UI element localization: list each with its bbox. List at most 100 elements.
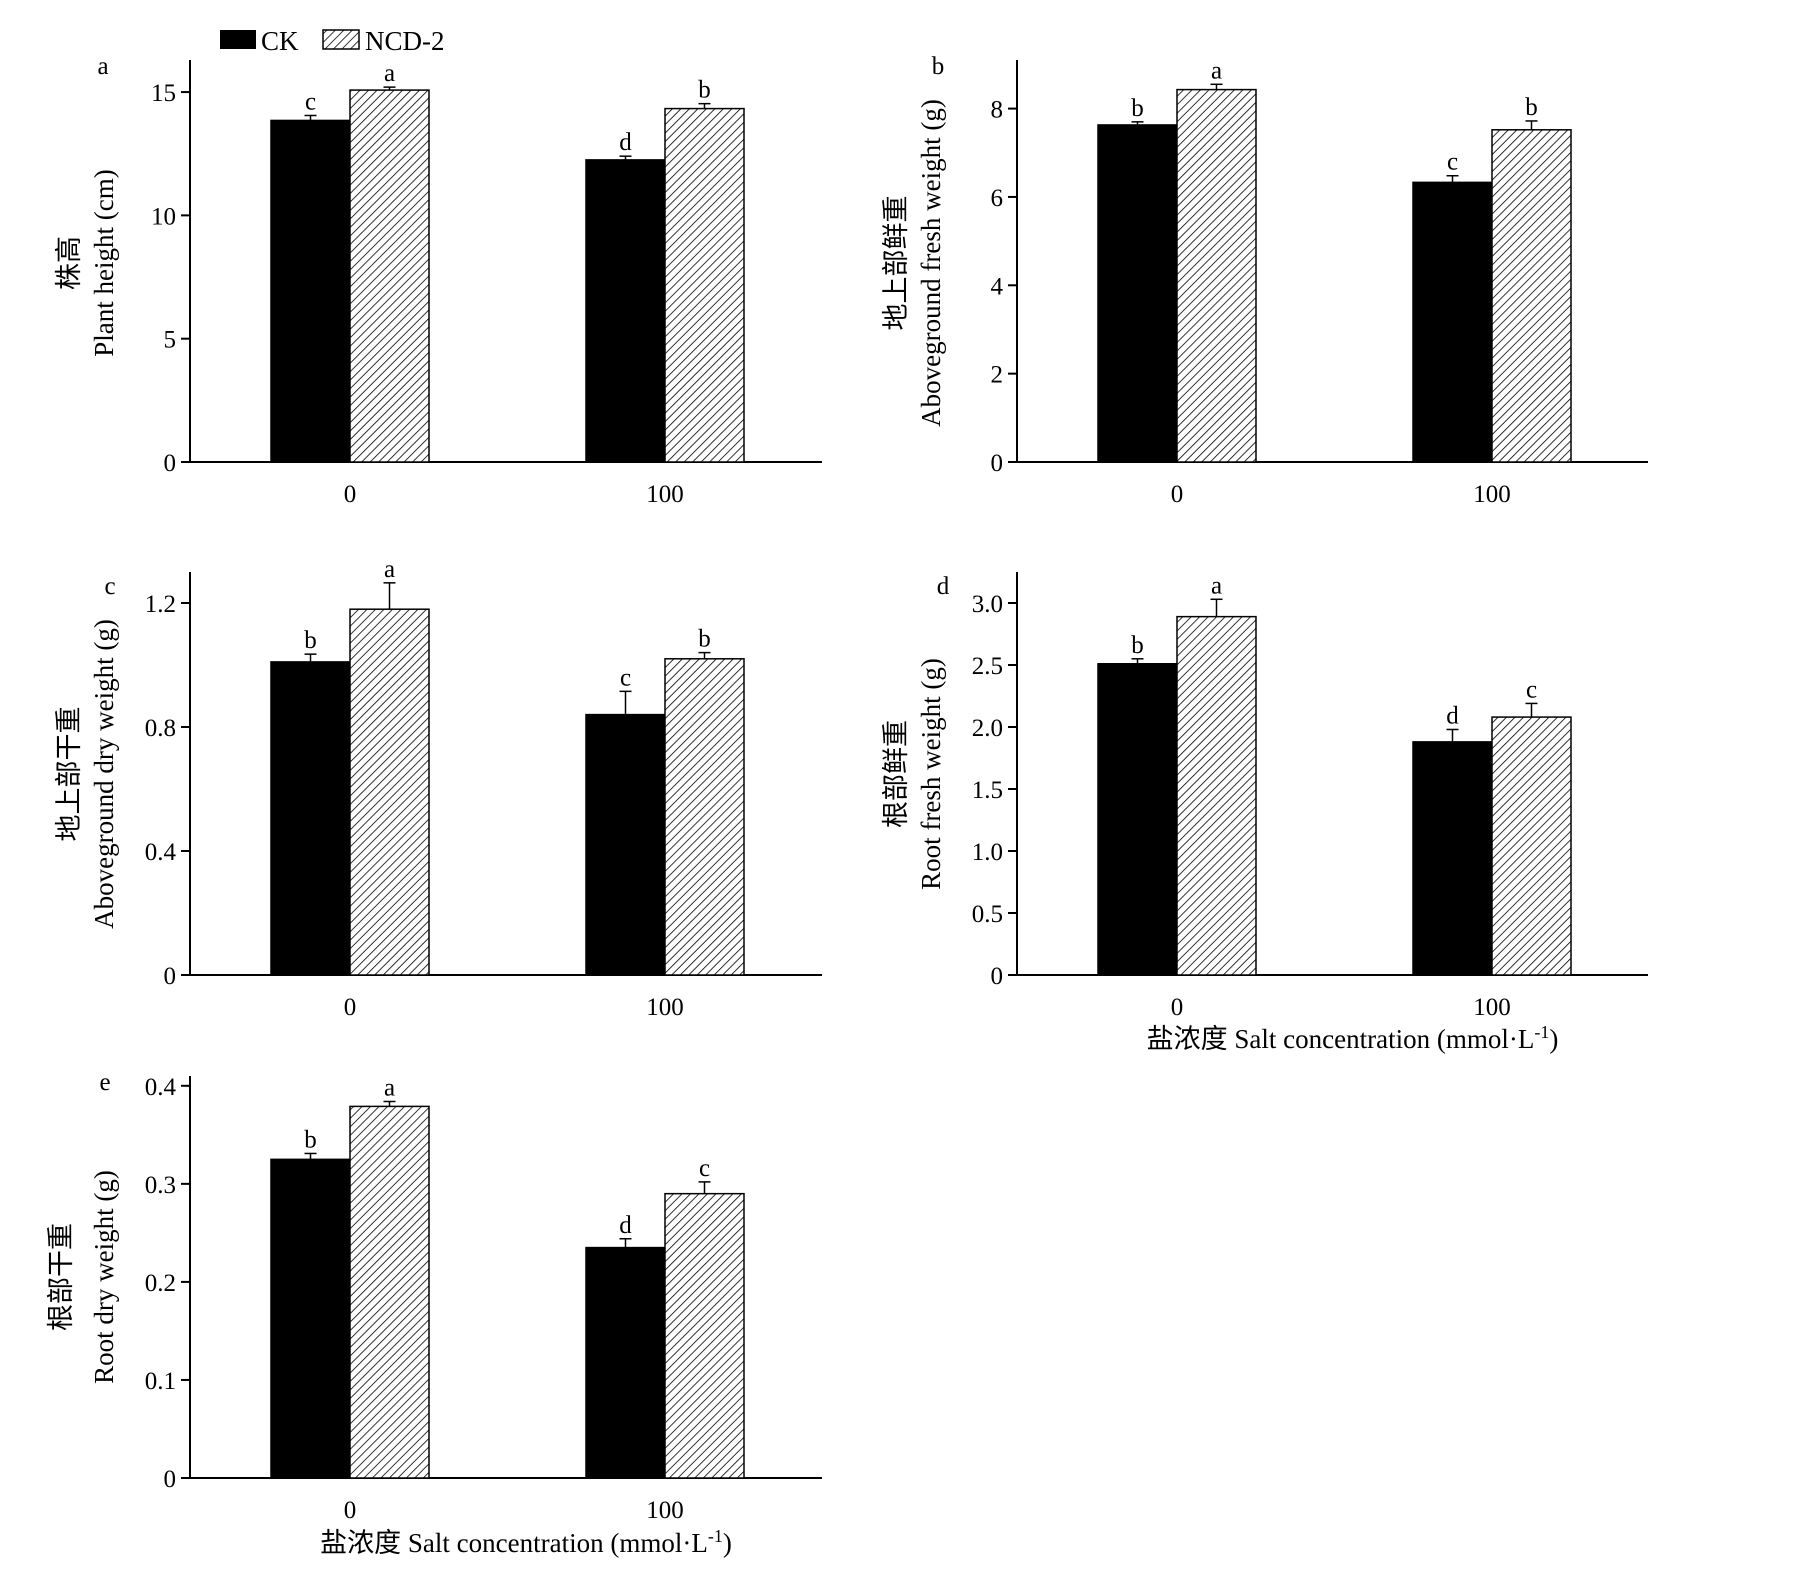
x-tick-label: 100: [1473, 994, 1511, 1021]
bar-ncd2-0: [1176, 88, 1257, 463]
x-tick-label: 0: [344, 1497, 357, 1524]
y-tick-label: 10: [151, 203, 176, 230]
bar-ncd2-0: [349, 1105, 430, 1479]
y-axis-title-cn: 根部鲜重: [881, 720, 911, 828]
y-axis-title-en: Aboveground fresh weight (g): [916, 99, 946, 427]
y-axis-title-en: Root dry weight (g): [89, 1170, 119, 1384]
panel-letter: c: [104, 573, 115, 600]
x-tick-label: 100: [1473, 481, 1511, 508]
y-tick-label: 0.2: [145, 1270, 176, 1297]
significance-letter: b: [304, 627, 317, 654]
x-tick-label: 0: [344, 481, 357, 508]
y-tick-label: 0: [991, 450, 1004, 477]
x-tick-label: 0: [1171, 994, 1184, 1021]
bar-ck-0: [270, 661, 351, 976]
y-tick-label: 0.8: [145, 715, 176, 742]
bar-ncd2-0: [349, 89, 430, 463]
x-tick-label: 100: [646, 481, 684, 508]
significance-letter: a: [384, 60, 395, 87]
significance-letter: a: [1211, 572, 1222, 599]
x-tick-label: 100: [646, 1497, 684, 1524]
y-axis-title-cn: 根部干重: [46, 1223, 76, 1331]
y-axis-title-cn: 地上部干重: [54, 707, 84, 842]
y-tick-label: 0: [164, 1466, 177, 1493]
legend-swatch-ncd2: [322, 29, 360, 50]
significance-letter: c: [1526, 676, 1537, 703]
bar-ncd2-0: [1176, 615, 1257, 976]
y-tick-label: 2: [991, 362, 1004, 389]
legend: CK NCD-2: [220, 26, 445, 56]
significance-letter: d: [619, 1212, 632, 1239]
bar-ck-100: [1412, 181, 1493, 463]
significance-letter: c: [1447, 149, 1458, 176]
y-tick-label: 2.5: [972, 653, 1003, 680]
y-tick-label: 0.4: [145, 839, 177, 866]
x-axis-title: 盐浓度 Salt concentration (mmol·L-1): [1147, 1022, 1559, 1054]
bar-ncd2-100: [1491, 129, 1572, 463]
bar-ncd2-100: [1491, 716, 1572, 976]
significance-letter: b: [698, 77, 711, 104]
legend-label-ck: CK: [261, 26, 299, 56]
y-tick-label: 1.5: [972, 777, 1003, 804]
bar-ck-0: [270, 119, 351, 463]
chart-panel-a: 0 5 10 15 0 100 c d a b a 株高 Plant height (cm): [54, 53, 822, 508]
significance-letter: a: [384, 1074, 395, 1101]
panel-letter: e: [99, 1069, 110, 1096]
y-tick-label: 1.2: [145, 591, 176, 618]
y-axis-title-en: Root fresh weight (g): [916, 658, 946, 890]
y-tick-label: 0: [164, 450, 177, 477]
bar-ck-0: [270, 1158, 351, 1479]
chart-panel-e: 0 0.1 0.2 0.3 0.4 0 100 b d a c e 根部干重 Root dry weigh…: [46, 1069, 822, 1558]
y-tick-label: 0.4: [145, 1074, 177, 1101]
chart-panel-d: 0 0.5 1.0 1.5 2.0 2.5 3.0 0 100 b d a c d 根部鲜重 Root fre…: [881, 572, 1648, 1054]
chart-panel-c: 0 0.4 0.8 1.2 0 100 b c a b c 地上部干重 Aboveground dry …: [54, 556, 822, 1021]
y-tick-label: 8: [991, 97, 1004, 124]
x-tick-label: 100: [646, 994, 684, 1021]
y-tick-label: 0: [991, 963, 1004, 990]
significance-letter: d: [619, 129, 632, 156]
bar-ck-100: [585, 1246, 666, 1479]
y-axis-title-cn: 地上部鲜重: [881, 196, 911, 331]
bar-ncd2-100: [664, 107, 745, 463]
y-tick-label: 2.0: [972, 715, 1003, 742]
significance-letter: d: [1446, 702, 1459, 729]
y-tick-label: 0.5: [972, 901, 1003, 928]
bar-ck-0: [1097, 124, 1178, 463]
bar-ck-0: [1097, 663, 1178, 976]
y-tick-label: 0.3: [145, 1172, 176, 1199]
x-axis-title: 盐浓度 Salt concentration (mmol·L-1): [320, 1526, 732, 1558]
legend-label-ncd2: NCD-2: [365, 26, 445, 56]
y-tick-label: 0: [164, 963, 177, 990]
bar-ncd2-0: [349, 608, 430, 976]
significance-letter: a: [1211, 57, 1222, 84]
significance-letter: a: [384, 556, 395, 583]
y-axis-title-en: Plant height (cm): [89, 169, 119, 356]
y-tick-label: 1.0: [972, 839, 1003, 866]
significance-letter: c: [305, 88, 316, 115]
y-tick-label: 0.1: [145, 1368, 176, 1395]
y-axis-title-cn: 株高: [54, 236, 84, 290]
significance-letter: b: [1131, 632, 1144, 659]
panel-letter: d: [937, 573, 950, 600]
legend-swatch-ck: [220, 30, 256, 49]
bar-ck-100: [585, 713, 666, 976]
significance-letter: b: [1131, 95, 1144, 122]
y-tick-label: 4: [991, 273, 1004, 300]
y-tick-label: 3.0: [972, 591, 1003, 618]
y-tick-label: 5: [164, 327, 177, 354]
bar-ck-100: [1412, 741, 1493, 976]
panel-letter: b: [932, 53, 945, 80]
y-axis-title-en: Aboveground dry weight (g): [89, 619, 119, 929]
x-tick-label: 0: [344, 994, 357, 1021]
y-tick-label: 15: [151, 80, 176, 107]
chart-panel-b: 0 2 4 6 8 0 100 b c a b b 地上部鲜重 Aboveground fresh wei…: [881, 53, 1648, 508]
bar-ncd2-100: [664, 658, 745, 976]
bar-ck-100: [585, 159, 666, 463]
significance-letter: b: [698, 626, 711, 653]
significance-letter: b: [1525, 94, 1538, 121]
significance-letter: b: [304, 1126, 317, 1153]
bar-ncd2-100: [664, 1192, 745, 1479]
significance-letter: c: [699, 1155, 710, 1182]
